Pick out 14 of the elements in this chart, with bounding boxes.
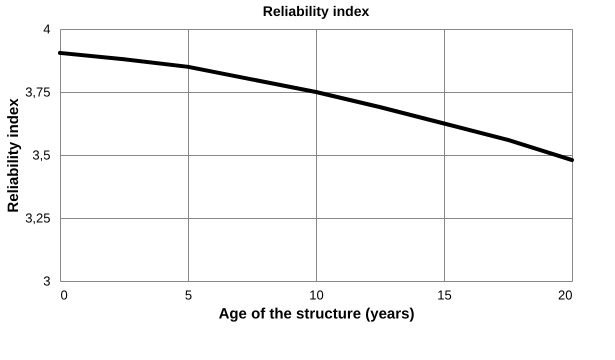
y-tick-label: 3,5 xyxy=(32,148,50,162)
line-series xyxy=(58,50,574,162)
x-tick-label: 10 xyxy=(309,288,324,302)
x-tick-label: 5 xyxy=(184,288,192,302)
x-tick-label: 20 xyxy=(558,288,572,302)
y-tick-label: 3,25 xyxy=(25,210,50,226)
x-tick-label: 15 xyxy=(437,288,452,302)
x-tick-label: 0 xyxy=(60,288,68,302)
y-axis-title: Reliability index xyxy=(5,98,22,213)
chart-title: Reliability index xyxy=(262,3,370,19)
x-axis-title: Age of the structure (years) xyxy=(218,306,414,322)
y-tick-label: 3,75 xyxy=(25,84,50,100)
y-tick-label: 4 xyxy=(43,22,50,36)
y-tick-label: 3 xyxy=(43,274,50,288)
